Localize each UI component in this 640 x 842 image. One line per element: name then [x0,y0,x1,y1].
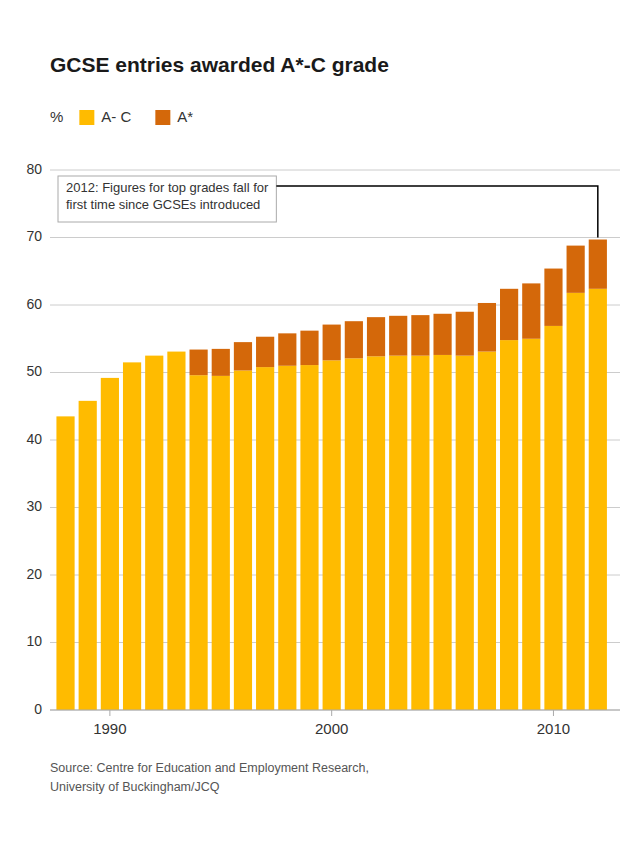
grid-line [50,170,620,171]
bar [478,303,496,352]
bar [145,356,163,710]
title: GCSE entries awarded A*-C grade [50,53,389,76]
bar [456,356,474,710]
y-tick-label: 10 [26,633,42,649]
bar [589,289,607,710]
bar [567,246,585,293]
bar [234,370,252,710]
grid-line [50,237,620,238]
bar [234,342,252,370]
x-axis-line [50,710,620,711]
bar [567,293,585,710]
y-tick-label: 40 [26,431,42,447]
y-tick-label: 80 [26,161,42,177]
annotation-bracket [276,186,597,238]
bar [300,331,318,365]
bar [79,400,97,401]
bar [411,315,429,356]
bar [323,360,341,710]
bar [433,355,451,710]
legend-label: A- C [101,108,131,125]
bar [56,416,74,417]
bars [56,240,606,710]
legend-swatch [155,110,170,125]
bar [167,352,185,710]
bar [433,314,451,355]
y-tick-label: 50 [26,363,42,379]
bar [212,349,230,376]
bar [278,366,296,710]
legend-label: A* [177,108,193,125]
bar [522,283,540,338]
annotation-text: first time since GCSEs introduced [66,197,260,212]
y-tick-label: 20 [26,566,42,582]
chart: GCSE entries awarded A*-C grade% A- C A* 0 1… [0,0,640,842]
bar [123,362,141,363]
bar [456,312,474,356]
bar [367,356,385,710]
bar [256,367,274,710]
x-tick-label: 2000 [315,720,348,737]
bar [256,337,274,367]
y-tick-label: 30 [26,498,42,514]
y-tick-label: 70 [26,228,42,244]
bar [123,362,141,710]
bar [145,355,163,356]
bar [278,333,296,365]
bar [389,356,407,710]
x-tick-label: 2010 [537,720,570,737]
grid-line [50,710,620,711]
bar [101,377,119,378]
x-tick [109,710,110,716]
bar [478,352,496,710]
y-tick-label: 60 [26,296,42,312]
bar [544,269,562,326]
bar [589,240,607,289]
bar [544,326,562,710]
bar [300,365,318,710]
bar [411,356,429,710]
x-tick-label: 1990 [93,720,126,737]
bar [79,401,97,710]
bar [56,416,74,710]
axis-label: % [50,108,63,125]
x-tick [331,710,332,716]
bar [167,351,185,352]
bar [323,325,341,361]
x-tick [553,710,554,716]
source: Source: Centre for Education and Employm… [50,761,369,775]
bar [367,317,385,356]
annotation: 2012: Figures for top grades fall for fir… [58,176,598,238]
source: University of Buckingham/JCQ [50,780,220,794]
bar [190,375,208,710]
legend-swatch [79,110,94,125]
bar [190,350,208,376]
bar [500,289,518,340]
bar [389,316,407,356]
bar [212,376,230,710]
bar [101,378,119,710]
y-tick-label: 0 [34,701,42,717]
bar [345,321,363,358]
bar [345,358,363,710]
bar [500,340,518,710]
annotation-box [58,176,276,222]
bar [522,339,540,710]
annotation-text: 2012: Figures for top grades fall for [66,180,269,195]
